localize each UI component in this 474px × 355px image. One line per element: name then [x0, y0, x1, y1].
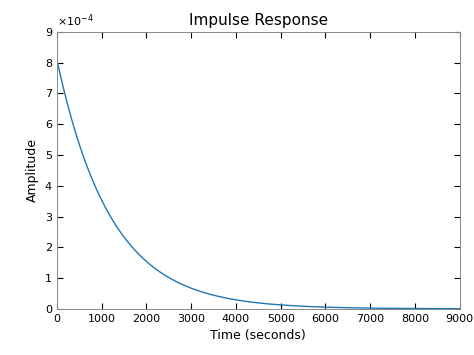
- Text: $\times 10^{-4}$: $\times 10^{-4}$: [57, 12, 93, 29]
- X-axis label: Time (seconds): Time (seconds): [210, 329, 306, 342]
- Title: Impulse Response: Impulse Response: [189, 13, 328, 28]
- Y-axis label: Amplitude: Amplitude: [27, 138, 39, 202]
